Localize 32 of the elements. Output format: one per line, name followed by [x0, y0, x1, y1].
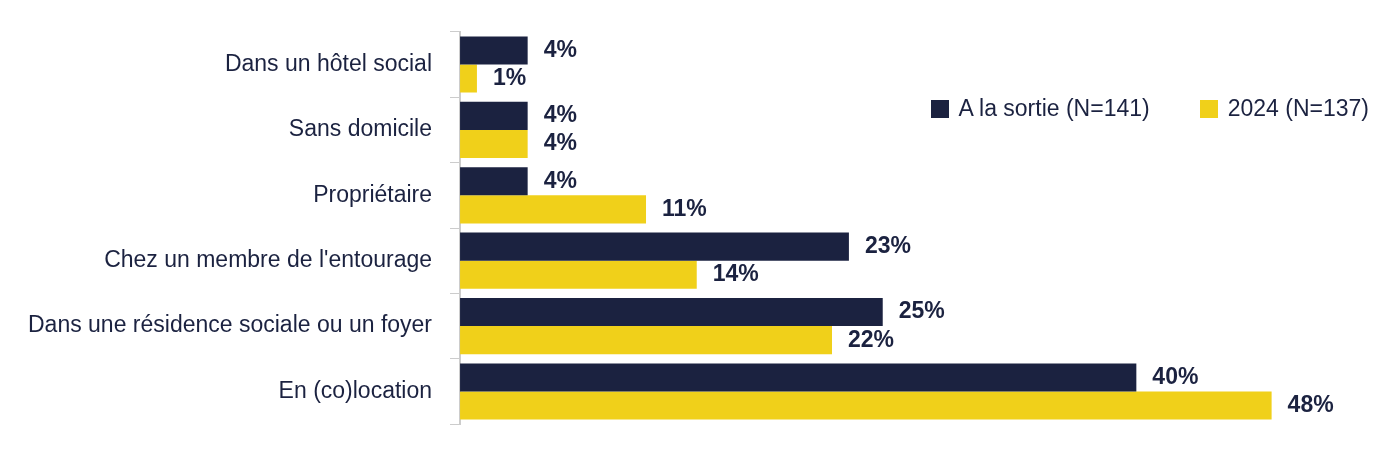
bar [460, 297, 883, 327]
data-label: 4% [543, 101, 577, 128]
bar [460, 232, 849, 261]
data-label: 48% [1287, 390, 1334, 417]
data-label: 22% [848, 325, 895, 352]
data-label: 4% [543, 166, 577, 193]
bar [460, 260, 697, 289]
y-tick-label: Propriétaire [313, 180, 433, 207]
bar [460, 64, 477, 93]
data-label: 25% [898, 297, 945, 324]
y-tick-label: Dans une résidence sociale ou un foyer [28, 311, 433, 338]
bar [460, 363, 1137, 392]
data-label: 23% [864, 231, 911, 258]
y-tick-label: Dans un hôtel social [224, 49, 433, 76]
bar [460, 167, 528, 196]
bar [460, 326, 832, 355]
legend-label: 2024 (N=137) [1227, 95, 1369, 122]
data-label: 4% [543, 35, 577, 62]
bar [460, 36, 528, 65]
data-label: 40% [1152, 362, 1199, 389]
y-tick-label: Chez un membre de l'entourage [104, 246, 433, 273]
data-label: 1% [492, 63, 527, 90]
bar [460, 129, 528, 159]
y-tick-label: En (co)location [278, 376, 433, 403]
data-label: 14% [712, 260, 759, 287]
bar [460, 101, 528, 130]
bar [460, 195, 647, 224]
bar [460, 391, 1272, 420]
legend-label: A la sortie (N=141) [958, 95, 1150, 122]
y-tick-label: Sans domicile [288, 115, 433, 142]
data-label: 4% [543, 129, 577, 156]
data-label: 11% [662, 194, 707, 221]
